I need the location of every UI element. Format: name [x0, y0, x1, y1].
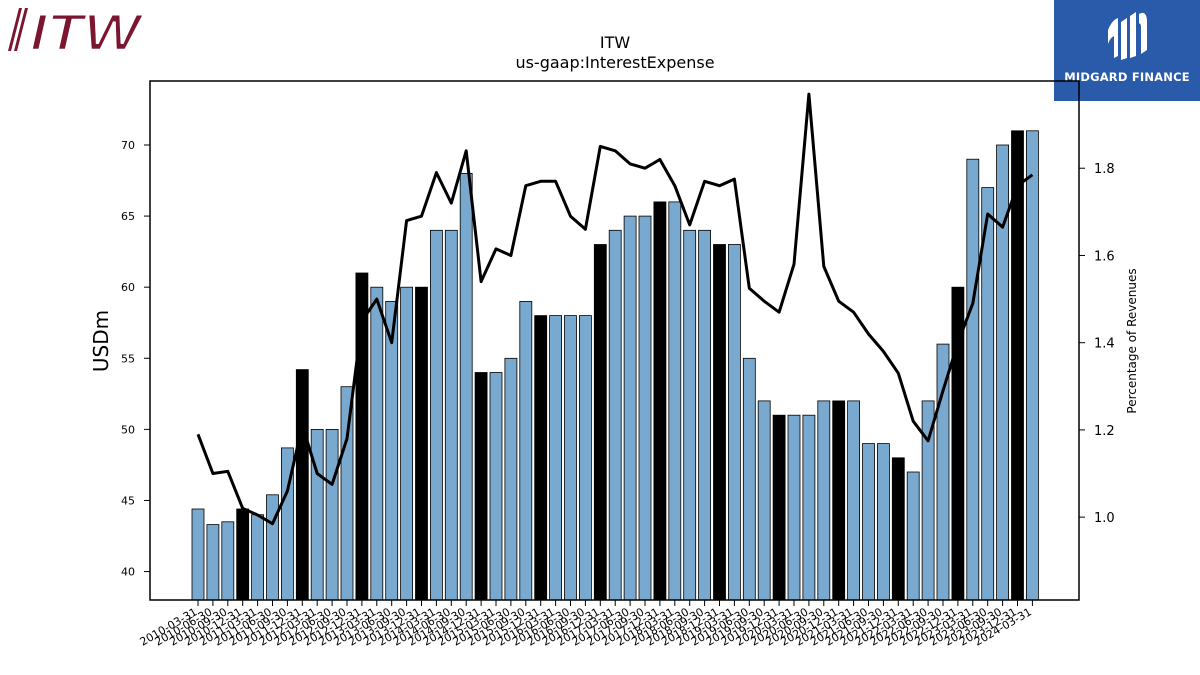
y2-tick-label: 1.8: [1094, 162, 1115, 177]
bar-2015-12-31: [534, 315, 548, 601]
bar-2014-09-30: [459, 172, 473, 601]
bar-2013-09-30: [400, 286, 414, 601]
y-tick-label: 50: [121, 423, 135, 436]
y-tick-label: 70: [121, 139, 135, 152]
y2-tick-label: 1.2: [1094, 424, 1115, 439]
bar-2014-03-31: [429, 229, 443, 601]
y-tick-label: 55: [121, 352, 135, 365]
bar-2022-03-31: [906, 471, 920, 601]
bar-2010-06-30: [206, 524, 220, 601]
bar-2011-03-31: [251, 514, 265, 601]
bar-2011-12-31: [295, 369, 309, 601]
left-axis: 40 45 50 55 60 65 70: [121, 139, 150, 579]
bar-2019-06-30: [742, 357, 756, 601]
bar-2021-03-31: [847, 400, 860, 601]
bar-2018-12-31: [713, 244, 726, 601]
bar-2018-06-30: [683, 229, 697, 601]
bar-2020-12-31: [832, 400, 846, 601]
bar-2013-12-31: [415, 286, 428, 601]
bar-2012-06-30: [325, 428, 339, 601]
bar-2018-03-31: [668, 201, 682, 601]
bar-2017-09-30: [638, 215, 652, 601]
bar-2010-03-31: [191, 508, 205, 601]
bar-2022-09-30: [936, 343, 950, 601]
midgard-brand-text: MIDGARD FINANCE: [1064, 70, 1190, 84]
chart-subtitle: us-gaap:InterestExpense: [515, 53, 714, 72]
itw-logo: ITW: [8, 4, 144, 54]
bar-2014-12-31: [474, 372, 488, 601]
bar-2023-06-30: [981, 187, 995, 601]
bar-2016-09-30: [579, 315, 592, 601]
bar-2018-09-30: [698, 229, 711, 601]
bar-series: [191, 130, 1039, 601]
bar-2013-03-31: [370, 286, 384, 601]
percentage-of-revenues-line: [196, 92, 1034, 526]
bar-2020-03-31: [787, 414, 801, 601]
bar-2020-09-30: [817, 400, 831, 601]
x-axis: 2010-03-312010-06-302010-09-302010-12-31…: [138, 600, 1034, 649]
bar-2019-12-31: [772, 414, 786, 601]
bar-2019-03-31: [728, 244, 741, 601]
bar-2019-09-30: [757, 400, 771, 601]
bar-2017-03-31: [608, 229, 622, 601]
bar-2010-09-30: [221, 521, 235, 601]
line-series: [196, 92, 1034, 526]
y2-tick-label: 1.0: [1094, 511, 1115, 526]
midgard-emblem-icon: [1108, 12, 1147, 60]
bar-2010-12-31: [236, 508, 250, 601]
bar-2014-06-30: [444, 229, 458, 601]
bar-2016-03-31: [549, 315, 562, 601]
bar-2012-09-30: [340, 386, 354, 601]
y-axis-label: USDm: [89, 310, 113, 372]
bar-2023-03-31: [966, 158, 980, 601]
bar-2016-06-30: [564, 315, 577, 601]
y2-axis-label: Percentage of Revenues: [1125, 268, 1139, 413]
chart-title: ITW: [600, 33, 630, 52]
y-tick-label: 60: [121, 281, 135, 294]
bar-2015-09-30: [519, 300, 533, 601]
y-tick-label: 65: [121, 210, 135, 223]
right-axis: 1.0 1.2 1.4 1.6 1.8: [1079, 162, 1115, 526]
itw-logo-text: ITW: [30, 4, 144, 54]
bar-2017-06-30: [623, 215, 637, 601]
plot-frame: [149, 80, 1080, 601]
bar-2020-06-30: [802, 414, 816, 601]
y-tick-label: 40: [121, 566, 135, 579]
bar-2024-03-31: [1026, 130, 1039, 601]
y2-tick-label: 1.6: [1094, 249, 1115, 264]
bar-2015-06-30: [504, 357, 518, 601]
bar-2013-06-30: [385, 300, 399, 601]
bar-2011-06-30: [266, 494, 279, 601]
y2-tick-label: 1.4: [1094, 337, 1115, 352]
bar-2015-03-31: [489, 372, 503, 601]
bar-2017-12-31: [653, 201, 667, 601]
bar-2021-06-30: [862, 443, 875, 601]
y-tick-label: 45: [121, 494, 135, 507]
bar-2021-12-31: [891, 457, 905, 601]
bar-2016-12-31: [593, 244, 607, 601]
bar-2021-09-30: [877, 443, 890, 601]
